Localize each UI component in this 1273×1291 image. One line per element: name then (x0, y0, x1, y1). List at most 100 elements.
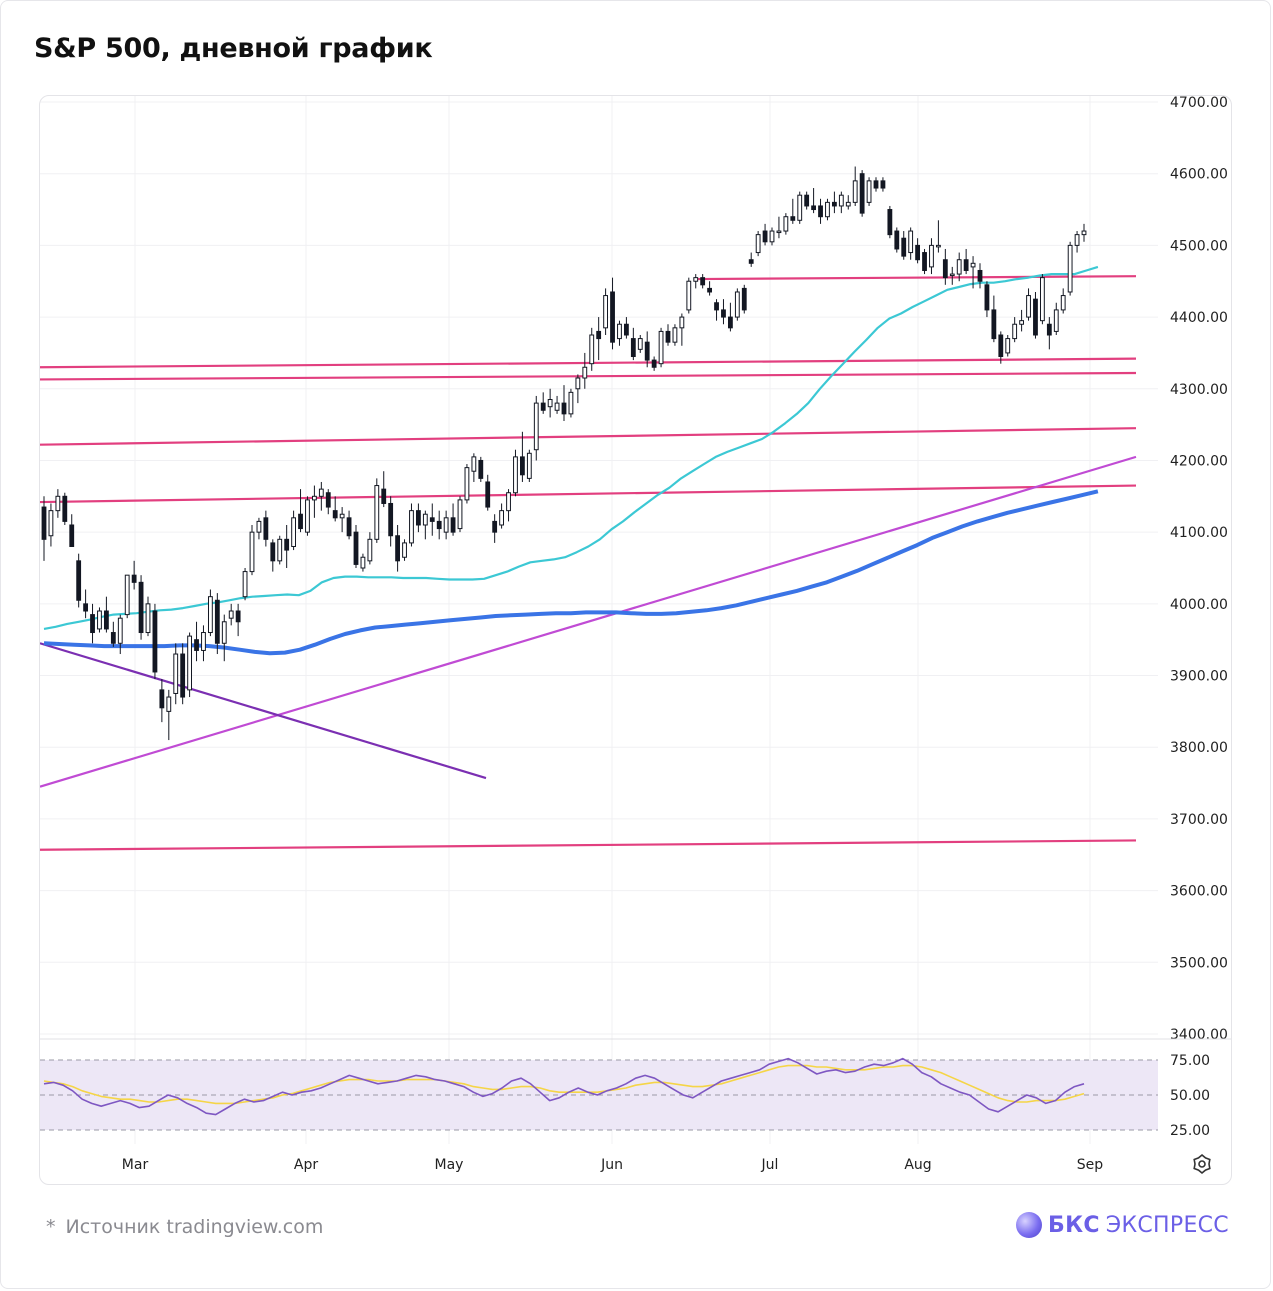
candle-up (464, 467, 470, 501)
candle-down (610, 291, 615, 343)
candle-up (956, 259, 962, 275)
candle-down (561, 402, 567, 415)
candle-down (41, 506, 47, 540)
candle-down (353, 531, 359, 565)
rsi-tick-label: 50.00 (1170, 1088, 1210, 1104)
candle-up (166, 696, 172, 712)
candle-up (117, 617, 123, 644)
time-tick-label: Mar (122, 1157, 149, 1173)
candle-up (422, 513, 428, 526)
candle-down (790, 216, 796, 221)
candle-down (998, 334, 1004, 358)
candle-down (388, 502, 394, 537)
source-text: Источник tradingview.com (65, 1216, 324, 1238)
price-tick-label: 3700.00 (1170, 812, 1228, 828)
candle-up (173, 653, 179, 694)
source-star: * (46, 1216, 56, 1238)
candle-up (374, 485, 380, 540)
candle-down (83, 603, 89, 612)
logo-icon (1016, 1212, 1042, 1238)
ma50-line (43, 265, 1099, 630)
candle-up (277, 538, 283, 562)
trend-line (40, 427, 1137, 446)
trend-line (40, 357, 1137, 369)
candle-up (506, 492, 511, 512)
candle-up (693, 277, 699, 282)
brand-logo[interactable]: БКС ЭКСПРЕСС (1016, 1212, 1229, 1238)
candle-up (672, 327, 678, 343)
price-tick-label: 4500.00 (1170, 238, 1228, 254)
candle-down (644, 341, 650, 361)
candle-down (519, 456, 525, 476)
price-chart[interactable]: 4700.00 4600.00 4500.00 4400.00 4300.00 4200.… (40, 96, 1232, 1185)
candle-up (409, 510, 414, 544)
candle-up (55, 495, 61, 512)
candle-down (991, 309, 997, 340)
price-tick-label: 4400.00 (1170, 310, 1228, 326)
price-tick-label: 3800.00 (1170, 740, 1228, 756)
candle-up (1060, 295, 1066, 311)
candle-down (984, 284, 990, 311)
logo-brand: БКС (1048, 1212, 1100, 1238)
rsi-ma-line (43, 1064, 1085, 1105)
candle-up (1053, 309, 1059, 332)
candle-down (963, 259, 969, 271)
candle-down (831, 201, 837, 207)
candle-down (69, 524, 75, 547)
trend-line (40, 484, 1137, 504)
candle-down (721, 309, 726, 318)
candle-down (915, 244, 921, 261)
candle-up (866, 180, 872, 203)
candle-up (679, 316, 685, 329)
candle-up (797, 194, 803, 221)
candle-up (145, 603, 151, 634)
candle-up (603, 295, 609, 329)
candle-up (318, 488, 324, 497)
candle-down (859, 173, 865, 214)
candle-up (305, 499, 310, 533)
candle-up (547, 399, 553, 408)
candle-up (311, 495, 317, 501)
candle-down (727, 316, 733, 329)
candle-up (908, 230, 914, 254)
candle-up (582, 366, 588, 379)
candle-down (270, 542, 276, 562)
candle-up (124, 574, 130, 616)
time-tick-label: Aug (904, 1157, 931, 1173)
candle-up (1067, 244, 1073, 293)
candle-down (381, 488, 387, 504)
candle-down (478, 459, 484, 479)
candle-up (443, 517, 449, 533)
price-tick-label: 4200.00 (1170, 453, 1228, 469)
candle-down (284, 538, 290, 551)
trend-line (40, 839, 1137, 851)
price-tick-label: 3600.00 (1170, 884, 1228, 900)
candle-down (623, 323, 629, 336)
chart-frame[interactable]: 4700.00 4600.00 4500.00 4400.00 4300.00 4200.… (39, 95, 1232, 1185)
candle-up (783, 216, 789, 232)
candle-down (700, 277, 706, 286)
candle-up (755, 234, 761, 254)
candle-up (207, 596, 213, 634)
rsi-tick-label: 25.00 (1170, 1123, 1210, 1139)
candle-up (589, 334, 595, 365)
candle-down (492, 520, 498, 533)
candle-down (214, 599, 220, 644)
candle-down (346, 517, 352, 537)
candle-down (159, 689, 165, 709)
candle-down (103, 610, 109, 630)
candle-up (845, 201, 851, 207)
candle-up (48, 510, 54, 537)
candle-down (263, 517, 269, 540)
candle-down (1033, 298, 1038, 336)
candle-down (804, 194, 810, 207)
gear-icon[interactable] (1193, 1153, 1211, 1175)
candle-up (1026, 295, 1031, 318)
candle-down (180, 653, 186, 698)
candle-up (575, 377, 581, 390)
candle-down (415, 510, 421, 526)
time-tick-label: Jul (761, 1157, 779, 1173)
price-tick-label: 4100.00 (1170, 525, 1228, 541)
candle-down (235, 610, 241, 623)
candle-down (741, 287, 747, 311)
